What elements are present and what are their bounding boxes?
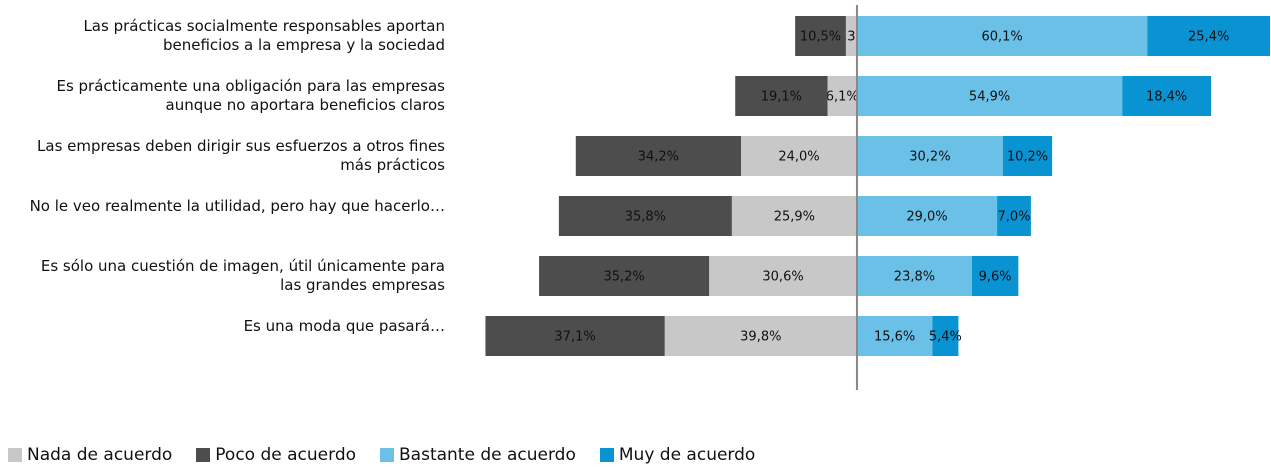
bar-segment bbox=[539, 256, 710, 296]
legend-swatch bbox=[196, 448, 211, 462]
value-label: 29,0% bbox=[906, 210, 947, 225]
bar-segment bbox=[856, 256, 972, 296]
legend-swatch bbox=[599, 448, 614, 462]
bar-segment bbox=[709, 256, 857, 296]
legend-item: Bastante de acuerdo bbox=[380, 445, 576, 465]
bar-segment bbox=[1147, 16, 1271, 56]
legend-label: Nada de acuerdo bbox=[27, 445, 173, 465]
legend-swatch bbox=[8, 448, 22, 462]
bar-segment bbox=[827, 76, 857, 116]
value-label: 54,9% bbox=[969, 90, 1010, 105]
bar-segment bbox=[735, 76, 828, 116]
value-label: 15,6% bbox=[874, 330, 915, 345]
bar-segment bbox=[997, 196, 1031, 236]
bar-segment bbox=[664, 316, 857, 356]
value-label: 9,6% bbox=[979, 270, 1012, 285]
legend-item: Nada de acuerdo bbox=[8, 445, 172, 465]
category-label: Es prácticamente una obligación para las… bbox=[56, 77, 445, 114]
value-label: 6,1% bbox=[826, 90, 859, 105]
value-label: 39,8% bbox=[740, 330, 781, 345]
bar-segment bbox=[795, 16, 846, 56]
value-label: 34,2% bbox=[638, 150, 679, 165]
bar-segment bbox=[558, 196, 732, 236]
value-label: 7,0% bbox=[997, 210, 1030, 225]
bar-segment bbox=[856, 196, 998, 236]
bar-segment bbox=[971, 256, 1019, 296]
value-label: 5,4% bbox=[929, 330, 962, 345]
category-label: No le veo realmente la utilidad, pero ha… bbox=[29, 197, 445, 215]
bar-segment bbox=[856, 76, 1123, 116]
bar-segment bbox=[856, 316, 933, 356]
value-label: 25,4% bbox=[1188, 30, 1229, 45]
bar-segment bbox=[741, 136, 857, 176]
category-label: Es una moda que pasará… bbox=[243, 317, 445, 335]
value-label: 30,6% bbox=[762, 270, 803, 285]
category-label: Es sólo una cuestión de imagen, útil úni… bbox=[40, 257, 445, 294]
legend: Nada de acuerdo Poco de acuerdo Bastante d… bbox=[8, 445, 755, 465]
value-label: 35,8% bbox=[625, 210, 666, 225]
legend-label: Muy de acuerdo bbox=[618, 445, 756, 465]
category-label: Las prácticas socialmente responsables a… bbox=[83, 17, 445, 54]
bar-segment bbox=[932, 316, 959, 356]
value-label: 37,1% bbox=[554, 330, 595, 345]
value-label: 23,8% bbox=[894, 270, 935, 285]
bar-segment bbox=[1002, 136, 1053, 176]
value-label: 30,2% bbox=[909, 150, 950, 165]
bar-segment bbox=[1122, 76, 1212, 116]
bar-segment bbox=[731, 196, 857, 236]
legend-label: Poco de acuerdo bbox=[215, 445, 357, 465]
legend-swatch bbox=[380, 448, 395, 462]
bar-segment bbox=[485, 316, 665, 356]
bar-segment bbox=[845, 16, 857, 56]
legend-item: Poco de acuerdo bbox=[196, 445, 356, 465]
value-label: 18,4% bbox=[1146, 90, 1187, 105]
value-label: 10,5% bbox=[800, 30, 841, 45]
value-label: 10,2% bbox=[1007, 150, 1048, 165]
legend-item: Muy de acuerdo bbox=[599, 445, 756, 465]
value-label: 60,1% bbox=[981, 30, 1022, 45]
bar-segment bbox=[575, 136, 742, 176]
value-label: 35,2% bbox=[603, 270, 644, 285]
value-label: 25,9% bbox=[774, 210, 815, 225]
bar-segment bbox=[856, 16, 1148, 56]
value-label: 24,0% bbox=[778, 150, 819, 165]
category-label: Las empresas deben dirigir sus esfuerzos… bbox=[37, 137, 445, 174]
bar-segment bbox=[856, 136, 1003, 176]
value-label: 19,1% bbox=[761, 90, 802, 105]
legend-label: Bastante de acuerdo bbox=[399, 445, 576, 465]
